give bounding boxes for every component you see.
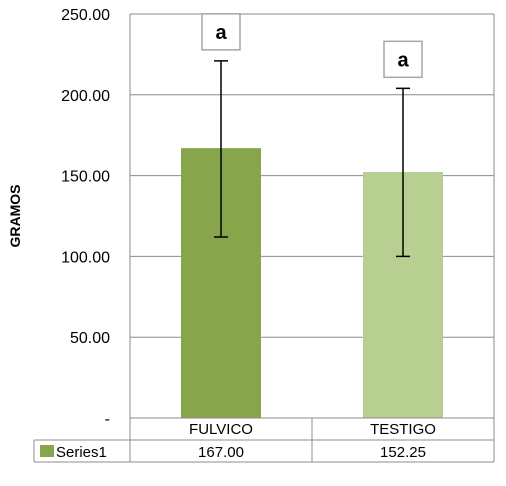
annotation-box [383, 40, 423, 79]
y-axis-label: GRAMOS [7, 185, 23, 248]
legend-series-name: Series1 [56, 444, 107, 461]
y-axis-ticks: - 50.00 100.00 150.00 200.00 250.00 [61, 7, 110, 428]
data-table-value: 152.25 [380, 444, 426, 461]
y-tick-label: 50.00 [70, 330, 110, 347]
y-tick-label: - [105, 411, 110, 428]
annotation-label: a [397, 49, 409, 71]
category-label: FULVICO [189, 421, 253, 438]
y-tick-label: 200.00 [61, 88, 110, 105]
significance-annotations: aa [201, 13, 423, 79]
y-tick-label: 150.00 [61, 169, 110, 186]
legend-marker [40, 445, 54, 457]
y-tick-label: 100.00 [61, 249, 110, 266]
y-tick-label: 250.00 [61, 7, 110, 24]
data-table: FULVICO 167.00 TESTIGO 152.25 Series1 [33, 417, 495, 463]
category-label: TESTIGO [370, 421, 436, 438]
error-bars [214, 60, 410, 258]
annotation-box [201, 13, 241, 51]
data-table-value: 167.00 [198, 444, 244, 461]
annotation-label: a [215, 22, 227, 44]
